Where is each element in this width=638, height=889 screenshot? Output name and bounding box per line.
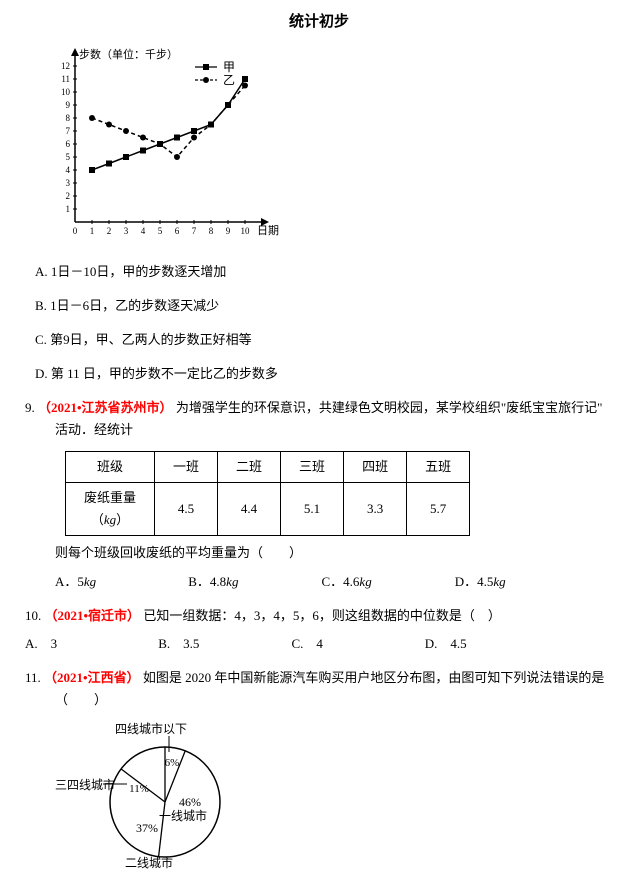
th-class: 班级 bbox=[66, 452, 155, 483]
q11-paren: （ ） bbox=[55, 689, 613, 711]
svg-text:37%: 37% bbox=[136, 821, 158, 835]
question-9: 9. （2021•江苏省苏州市） 为增强学生的环保意识，共建绿色文明校园，某学校… bbox=[25, 397, 613, 593]
svg-text:5: 5 bbox=[158, 226, 163, 236]
q11-source: （2021•江西省） bbox=[44, 670, 140, 685]
q11-text: 如图是 2020 年中国新能源汽车购买用户地区分布图，由图可知下列说法错误的是 bbox=[143, 670, 605, 685]
x-axis-label: 日期 bbox=[257, 224, 279, 237]
line-chart: 123 456 789 101112 0 123 456 789 10 bbox=[45, 42, 613, 249]
page-title: 统计初步 bbox=[25, 10, 613, 36]
pie-label-34: 三四线城市 bbox=[55, 775, 115, 795]
svg-text:11%: 11% bbox=[129, 783, 149, 795]
svg-text:10: 10 bbox=[241, 226, 251, 236]
q11-num: 11. bbox=[25, 670, 41, 685]
svg-text:一线城市: 一线城市 bbox=[159, 808, 207, 823]
svg-text:8: 8 bbox=[66, 113, 71, 123]
q9-source: （2021•江苏省苏州市） bbox=[38, 400, 173, 415]
svg-text:2: 2 bbox=[66, 191, 71, 201]
svg-text:3: 3 bbox=[66, 178, 71, 188]
svg-text:5: 5 bbox=[66, 152, 71, 162]
q9-text2: 活动．经统计 bbox=[55, 419, 613, 441]
svg-text:12: 12 bbox=[61, 61, 70, 71]
svg-text:0: 0 bbox=[73, 226, 78, 236]
th-c2: 二班 bbox=[218, 452, 281, 483]
th-c3: 三班 bbox=[281, 452, 344, 483]
option-c: C. 第9日，甲、乙两人的步数正好相等 bbox=[35, 329, 613, 351]
question-11: 11. （2021•江西省） 如图是 2020 年中国新能源汽车购买用户地区分布… bbox=[25, 667, 613, 867]
row-label: 废纸重量 （kg） bbox=[66, 483, 155, 536]
q9-text: 为增强学生的环保意识，共建绿色文明校园，某学校组织"废纸宝宝旅行记" bbox=[176, 400, 603, 415]
q9-table: 班级 一班 二班 三班 四班 五班 废纸重量 （kg） 4.5 4.4 5.1 … bbox=[65, 451, 470, 536]
svg-text:10: 10 bbox=[61, 87, 71, 97]
svg-text:7: 7 bbox=[192, 226, 197, 236]
q10-text: 已知一组数据：4，3，4，5，6，则这组数据的中位数是（ ） bbox=[143, 608, 501, 623]
td-v2: 4.4 bbox=[218, 483, 281, 536]
pie-label-below4: 四线城市以下 bbox=[115, 719, 187, 739]
svg-text:6: 6 bbox=[66, 139, 71, 149]
q10-choices: A. 3 B. 3.5 C. 4 D. 4.5 bbox=[25, 633, 613, 655]
q10-source: （2021•宿迁市） bbox=[45, 608, 141, 623]
td-v1: 4.5 bbox=[155, 483, 218, 536]
q10-num: 10. bbox=[25, 608, 41, 623]
svg-text:3: 3 bbox=[124, 226, 129, 236]
td-v4: 3.3 bbox=[344, 483, 407, 536]
q9-choices: A．5kg B．4.8kg C．4.6kg D．4.5kg bbox=[55, 571, 613, 593]
question-10: 10. （2021•宿迁市） 已知一组数据：4，3，4，5，6，则这组数据的中位… bbox=[25, 605, 613, 655]
svg-text:1: 1 bbox=[66, 204, 71, 214]
svg-text:6: 6 bbox=[175, 226, 180, 236]
q9-num: 9. bbox=[25, 400, 35, 415]
svg-text:46%: 46% bbox=[179, 795, 201, 809]
svg-text:7: 7 bbox=[66, 126, 71, 136]
svg-text:4: 4 bbox=[141, 226, 146, 236]
svg-text:9: 9 bbox=[66, 100, 71, 110]
svg-text:1: 1 bbox=[90, 226, 95, 236]
pie-label-2: 二线城市 bbox=[125, 853, 173, 873]
svg-text:9: 9 bbox=[226, 226, 231, 236]
y-axis-label: 步数（单位：千步） bbox=[79, 47, 178, 61]
svg-text:6%: 6% bbox=[165, 757, 180, 769]
option-d: D. 第 11 日，甲的步数不一定比乙的步数多 bbox=[35, 363, 613, 385]
legend-jia: 甲 bbox=[223, 60, 235, 74]
legend-yi: 乙 bbox=[223, 73, 235, 87]
q9-ask: 则每个班级回收废纸的平均重量为（ ） bbox=[55, 542, 613, 564]
svg-text:8: 8 bbox=[209, 226, 214, 236]
option-b: B. 1日－6日，乙的步数逐天减少 bbox=[35, 295, 613, 317]
th-c4: 四班 bbox=[344, 452, 407, 483]
svg-text:11: 11 bbox=[61, 74, 70, 84]
option-a: A. 1日－10日，甲的步数逐天增加 bbox=[35, 261, 613, 283]
td-v3: 5.1 bbox=[281, 483, 344, 536]
th-c5: 五班 bbox=[407, 452, 470, 483]
svg-text:2: 2 bbox=[107, 226, 112, 236]
pie-chart: 6% 46% 一线城市 37% 11% 四线城市以下 三四线城市 二线城市 bbox=[55, 717, 315, 867]
td-v5: 5.7 bbox=[407, 483, 470, 536]
th-c1: 一班 bbox=[155, 452, 218, 483]
svg-text:4: 4 bbox=[66, 165, 71, 175]
